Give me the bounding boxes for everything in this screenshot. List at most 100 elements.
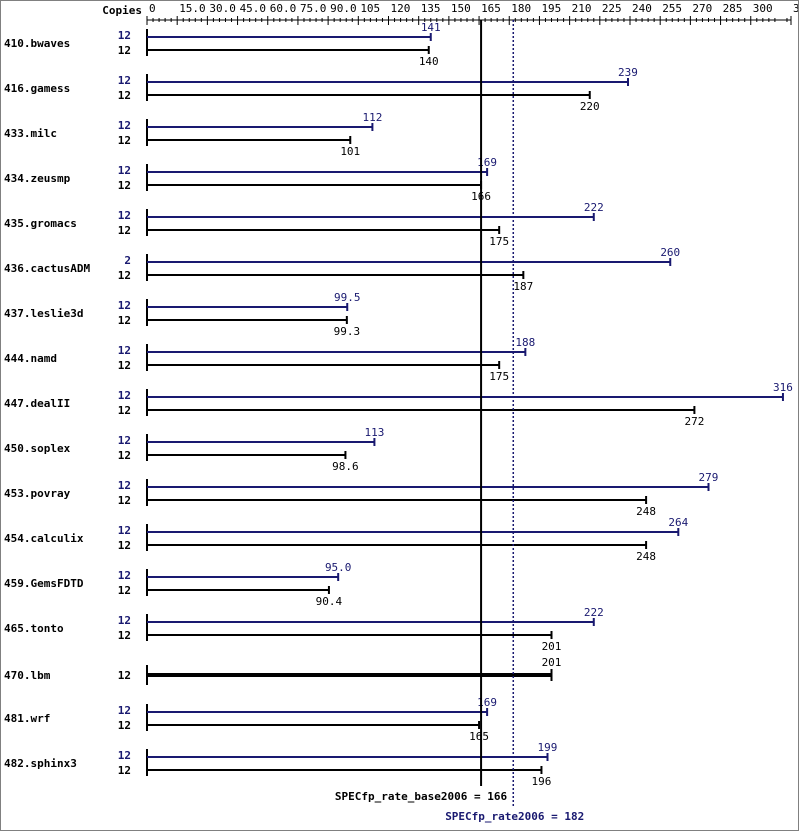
benchmark-name: 454.calculix bbox=[4, 532, 84, 545]
peak-copies: 2 bbox=[124, 254, 131, 267]
x-tick-label: 255 bbox=[662, 2, 682, 15]
peak-value-label: 264 bbox=[668, 516, 688, 529]
base-copies: 12 bbox=[118, 404, 131, 417]
x-tick-label: 210 bbox=[572, 2, 592, 15]
peak-value-label: 279 bbox=[699, 471, 719, 484]
benchmark-row: 410.bwaves 12 12 141 140 bbox=[4, 21, 441, 68]
benchmark-name: 453.povray bbox=[4, 487, 71, 500]
base-copies: 12 bbox=[118, 359, 131, 372]
peak-copies: 12 bbox=[118, 29, 131, 42]
base-value-label: 165 bbox=[469, 730, 489, 743]
peak-value-label: 239 bbox=[618, 66, 638, 79]
base-value-label: 175 bbox=[489, 370, 509, 383]
x-tick-label: 225 bbox=[602, 2, 622, 15]
x-tick-label: 45.0 bbox=[240, 2, 267, 15]
x-tick-label: 90.0 bbox=[330, 2, 357, 15]
base-value-label: 90.4 bbox=[316, 595, 343, 608]
benchmark-row: 435.gromacs 12 12 222 175 bbox=[4, 201, 604, 248]
peak-copies: 12 bbox=[118, 479, 131, 492]
peak-copies: 12 bbox=[118, 74, 131, 87]
benchmark-row: 437.leslie3d 12 12 99.5 99.3 bbox=[4, 291, 360, 338]
peak-copies: 12 bbox=[118, 569, 131, 582]
benchmark-row: 416.gamess 12 12 239 220 bbox=[4, 66, 638, 113]
base-copies: 12 bbox=[118, 179, 131, 192]
benchmark-name: 459.GemsFDTD bbox=[4, 577, 84, 590]
x-tick-label: 120 bbox=[391, 2, 411, 15]
base-value-label: 101 bbox=[340, 145, 360, 158]
base-copies: 12 bbox=[118, 584, 131, 597]
peak-copies: 12 bbox=[118, 524, 131, 537]
base-value-label: 201 bbox=[542, 640, 562, 653]
benchmark-row: 465.tonto 12 12 222 201 bbox=[4, 606, 604, 653]
peak-value-label: 199 bbox=[538, 741, 558, 754]
base-copies: 12 bbox=[118, 224, 131, 237]
peak-copies: 12 bbox=[118, 209, 131, 222]
peak-value-label: 260 bbox=[660, 246, 680, 259]
peak-copies: 12 bbox=[118, 119, 131, 132]
base-value-label: 99.3 bbox=[334, 325, 361, 338]
base-copies: 12 bbox=[118, 449, 131, 462]
peak-value-label: 169 bbox=[477, 696, 497, 709]
peak-value-label: 95.0 bbox=[325, 561, 352, 574]
benchmark-name: 481.wrf bbox=[4, 712, 50, 725]
benchmark-row: 470.lbm 12 201 bbox=[4, 656, 561, 685]
base-value-label: 175 bbox=[489, 235, 509, 248]
benchmark-name: 447.dealII bbox=[4, 397, 70, 410]
base-copies: 12 bbox=[118, 669, 131, 682]
base-copies: 12 bbox=[118, 764, 131, 777]
x-tick-label: 0 bbox=[149, 2, 156, 15]
benchmark-row: 444.namd 12 12 188 175 bbox=[4, 336, 535, 383]
benchmark-name: 435.gromacs bbox=[4, 217, 77, 230]
benchmark-row: 447.dealII 12 12 316 272 bbox=[4, 381, 793, 428]
base-copies: 12 bbox=[118, 269, 131, 282]
reference-lines: SPECfp_rate_base2006 = 166 SPECfp_rate200… bbox=[335, 20, 584, 823]
base-value-label: 248 bbox=[636, 550, 656, 563]
benchmark-name: 444.namd bbox=[4, 352, 57, 365]
benchmark-name: 436.cactusADM bbox=[4, 262, 90, 275]
peak-copies: 12 bbox=[118, 704, 131, 717]
base-copies: 12 bbox=[118, 89, 131, 102]
peak-value-label: 222 bbox=[584, 201, 604, 214]
base-copies: 12 bbox=[118, 494, 131, 507]
x-tick-label: 285 bbox=[723, 2, 743, 15]
x-tick-label: 270 bbox=[692, 2, 712, 15]
benchmark-name: 465.tonto bbox=[4, 622, 64, 635]
x-tick-label: 15.0 bbox=[179, 2, 206, 15]
benchmark-row: 459.GemsFDTD 12 12 95.0 90.4 bbox=[4, 561, 351, 608]
benchmark-name: 437.leslie3d bbox=[4, 307, 83, 320]
x-tick-label: 240 bbox=[632, 2, 652, 15]
benchmark-row: 433.milc 12 12 112 101 bbox=[4, 111, 382, 158]
peak-copies: 12 bbox=[118, 749, 131, 762]
x-tick-label: 300 bbox=[753, 2, 773, 15]
peak-value-label: 316 bbox=[773, 381, 793, 394]
base-value-label: 196 bbox=[532, 775, 552, 788]
benchmark-row: 482.sphinx3 12 12 199 196 bbox=[4, 741, 557, 788]
base-value-label: 220 bbox=[580, 100, 600, 113]
benchmark-row: 481.wrf 12 12 169 165 bbox=[4, 696, 497, 743]
base-copies: 12 bbox=[118, 314, 131, 327]
benchmark-row: 436.cactusADM 2 12 260 187 bbox=[4, 246, 680, 293]
benchmark-name: 482.sphinx3 bbox=[4, 757, 77, 770]
benchmark-name: 410.bwaves bbox=[4, 37, 70, 50]
peak-copies: 12 bbox=[118, 434, 131, 447]
benchmark-name: 470.lbm bbox=[4, 669, 51, 682]
x-axis: 0 15.0 30.0 45.0 60.0 75.0 90.0 105 120 135 150 165… bbox=[146, 2, 799, 25]
benchmark-name: 434.zeusmp bbox=[4, 172, 71, 185]
peak-copies: 12 bbox=[118, 344, 131, 357]
benchmark-row: 434.zeusmp1212169166 bbox=[4, 156, 497, 203]
base-copies: 12 bbox=[118, 719, 131, 732]
x-tick-label: 150 bbox=[451, 2, 471, 15]
peak-value-label: 141 bbox=[421, 21, 441, 34]
peak-copies: 12 bbox=[118, 299, 131, 312]
x-tick-label: 165 bbox=[481, 2, 501, 15]
copies-header: Copies bbox=[102, 4, 142, 17]
benchmark-name: 450.soplex bbox=[4, 442, 71, 455]
x-tick-label: 135 bbox=[421, 2, 441, 15]
benchmark-row: 453.povray 12 12 279 248 bbox=[4, 471, 718, 518]
benchmark-rows: 410.bwaves1212141140416.gamess1212239220… bbox=[4, 21, 793, 788]
base-value-label: 187 bbox=[513, 280, 533, 293]
benchmark-name: 416.gamess bbox=[4, 82, 70, 95]
base-value-label: 248 bbox=[636, 505, 656, 518]
peak-value-label: 188 bbox=[515, 336, 535, 349]
